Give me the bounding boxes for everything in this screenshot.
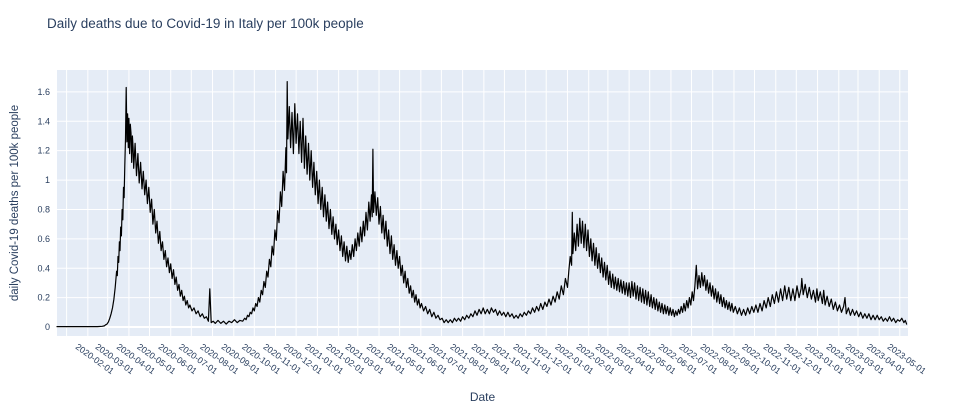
covid-deaths-line-series [56, 80, 908, 328]
y-tick-label: 0.6 [37, 234, 50, 244]
y-tick-label: 1 [45, 175, 50, 185]
x-axis-title: Date [469, 390, 496, 404]
plot-background [57, 70, 908, 336]
y-tick-label: 1.2 [37, 146, 50, 156]
y-tick-label: 0.8 [37, 204, 50, 214]
y-axis-title: daily Covid-19 deaths per 100k people [9, 104, 21, 302]
chart-title: Daily deaths due to Covid-19 in Italy pe… [47, 16, 364, 31]
y-tick-label: 0.4 [37, 263, 50, 273]
y-tick-label: 1.4 [37, 116, 50, 126]
y-tick-label: 1.6 [37, 87, 50, 97]
y-tick-label: 0 [45, 322, 50, 332]
y-tick-label: 0.2 [37, 293, 50, 303]
